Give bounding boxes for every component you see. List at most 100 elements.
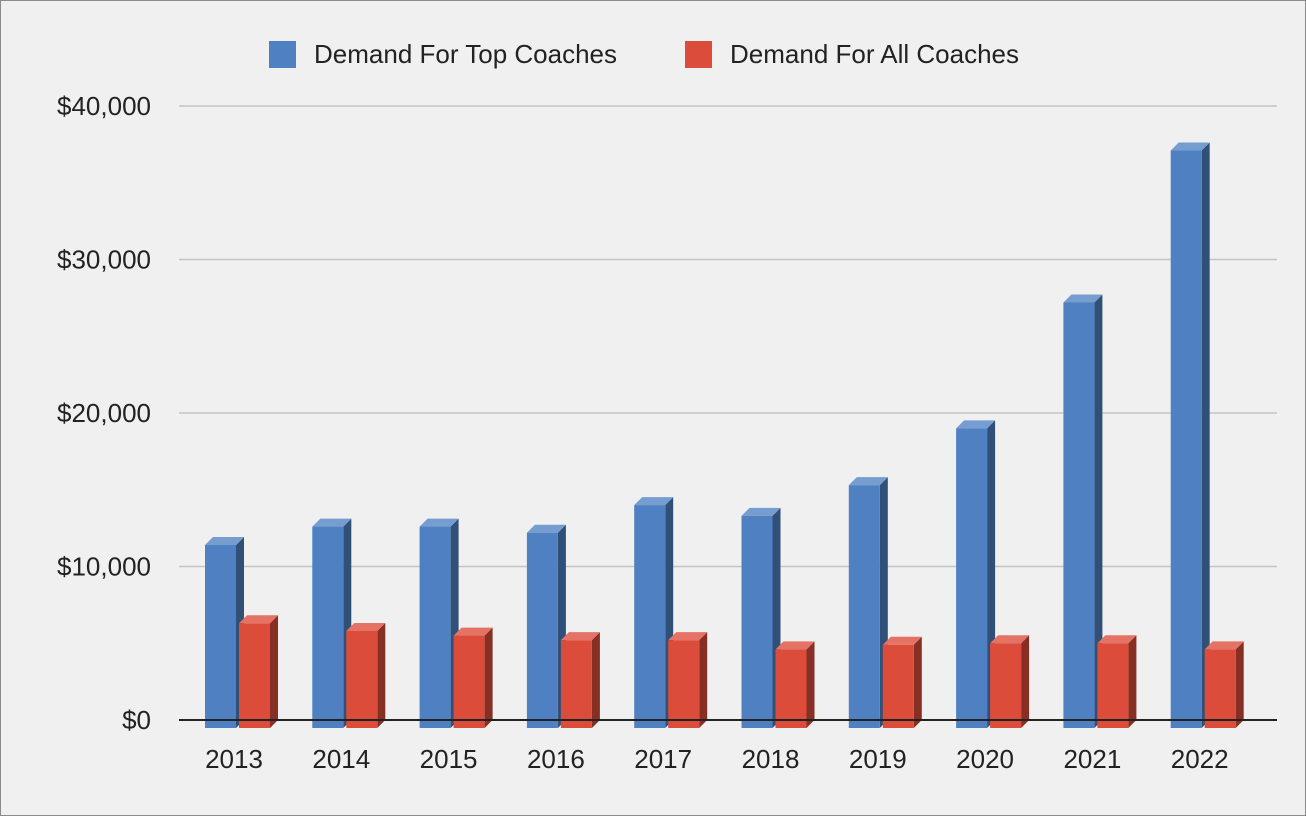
bar-side (699, 632, 708, 728)
bar-side (270, 615, 278, 728)
legend-item[interactable]: Demand For All Coaches (685, 39, 1019, 69)
bar-top (239, 615, 278, 624)
bar-side (1235, 641, 1244, 728)
bar-side (1201, 142, 1210, 728)
bar-front (205, 545, 236, 728)
x-tick-label: 2016 (527, 744, 585, 774)
bar-side (806, 641, 815, 728)
x-tick-label: 2021 (1063, 744, 1121, 774)
bar (239, 615, 278, 728)
bar (775, 641, 815, 728)
bars (205, 142, 1244, 728)
bar-top (419, 518, 459, 527)
bar-front (560, 640, 592, 728)
bar-front (775, 649, 807, 728)
legend-swatch (269, 41, 296, 68)
y-tick-label: $20,000 (57, 398, 151, 428)
bar-top (882, 636, 922, 645)
bar-side (1128, 635, 1137, 728)
x-tick-label: 2013 (205, 744, 263, 774)
bar (668, 632, 708, 728)
bar (848, 477, 888, 728)
bar-front (526, 532, 558, 728)
x-tick-label: 2019 (849, 744, 907, 774)
bar-side (1094, 294, 1103, 728)
legend-swatch (685, 41, 712, 68)
bar (453, 627, 493, 728)
y-tick-label: $40,000 (57, 91, 151, 121)
gridlines (179, 105, 1277, 568)
x-tick-label: 2017 (634, 744, 692, 774)
bar (634, 497, 674, 728)
x-tick-label: 2014 (312, 744, 370, 774)
y-tick-label: $30,000 (57, 245, 151, 275)
bar-front (1170, 150, 1202, 728)
bar-front (634, 505, 666, 728)
bar-side (913, 636, 922, 728)
bar-front (346, 630, 378, 728)
bar-front (882, 644, 914, 728)
bar-front (1097, 643, 1129, 728)
bar (526, 524, 566, 728)
bar (346, 622, 386, 728)
bar-front (990, 643, 1022, 728)
bar-top (990, 635, 1030, 644)
bar (990, 635, 1030, 728)
bar (741, 507, 781, 728)
bar-top (848, 477, 888, 486)
bar-side (484, 627, 493, 728)
legend-label: Demand For Top Coaches (314, 39, 617, 69)
bar (882, 636, 922, 728)
bar-front (453, 635, 485, 728)
bar-top (1170, 142, 1210, 151)
bar (560, 632, 600, 728)
bar (1204, 641, 1244, 728)
bar (312, 518, 352, 728)
x-tick-label: 2015 (420, 744, 478, 774)
bar-top (1063, 294, 1103, 303)
bar-top (560, 632, 600, 641)
bar-front (312, 526, 344, 728)
bar-front (741, 515, 773, 728)
legend: Demand For Top Coaches Demand For All Coa… (269, 39, 1019, 69)
bar-top (526, 524, 566, 533)
bar-top (668, 632, 708, 641)
bar-top (741, 507, 781, 516)
bar-side (591, 632, 600, 728)
bar-front (1204, 649, 1236, 728)
y-tick-label: $0 (122, 705, 151, 735)
bar-front (1063, 302, 1095, 728)
bar-side (1021, 635, 1030, 728)
bar (205, 537, 244, 728)
bar-front (956, 428, 988, 728)
legend-label: Demand For All Coaches (730, 39, 1019, 69)
bar (956, 420, 996, 728)
bar-front (419, 526, 451, 728)
legend-item[interactable]: Demand For Top Coaches (269, 39, 617, 69)
bar (1170, 142, 1210, 728)
x-tick-label: 2020 (956, 744, 1014, 774)
bar-top (312, 518, 352, 527)
bar (1097, 635, 1137, 728)
x-tick-label: 2018 (742, 744, 800, 774)
x-axis-ticks: 2013 2014 2015 2016 2017 2018 2019 2020 2021 2022 (205, 744, 1229, 774)
y-axis-ticks: $0 $10,000 $20,000 $30,000 $40,000 (57, 91, 151, 735)
bar-top (346, 622, 386, 631)
bar-top (1097, 635, 1137, 644)
bar-top (1204, 641, 1244, 650)
y-tick-label: $10,000 (57, 552, 151, 582)
bar-top (205, 537, 244, 546)
bar-front (668, 640, 700, 728)
bar-top (634, 497, 674, 506)
bar-top (453, 627, 493, 636)
bar-top (775, 641, 815, 650)
bar (1063, 294, 1103, 728)
bar (419, 518, 459, 728)
x-tick-label: 2022 (1171, 744, 1229, 774)
bar-side (377, 622, 386, 728)
bar-front (239, 623, 270, 728)
bar-top (956, 420, 996, 429)
bar-front (848, 485, 880, 728)
